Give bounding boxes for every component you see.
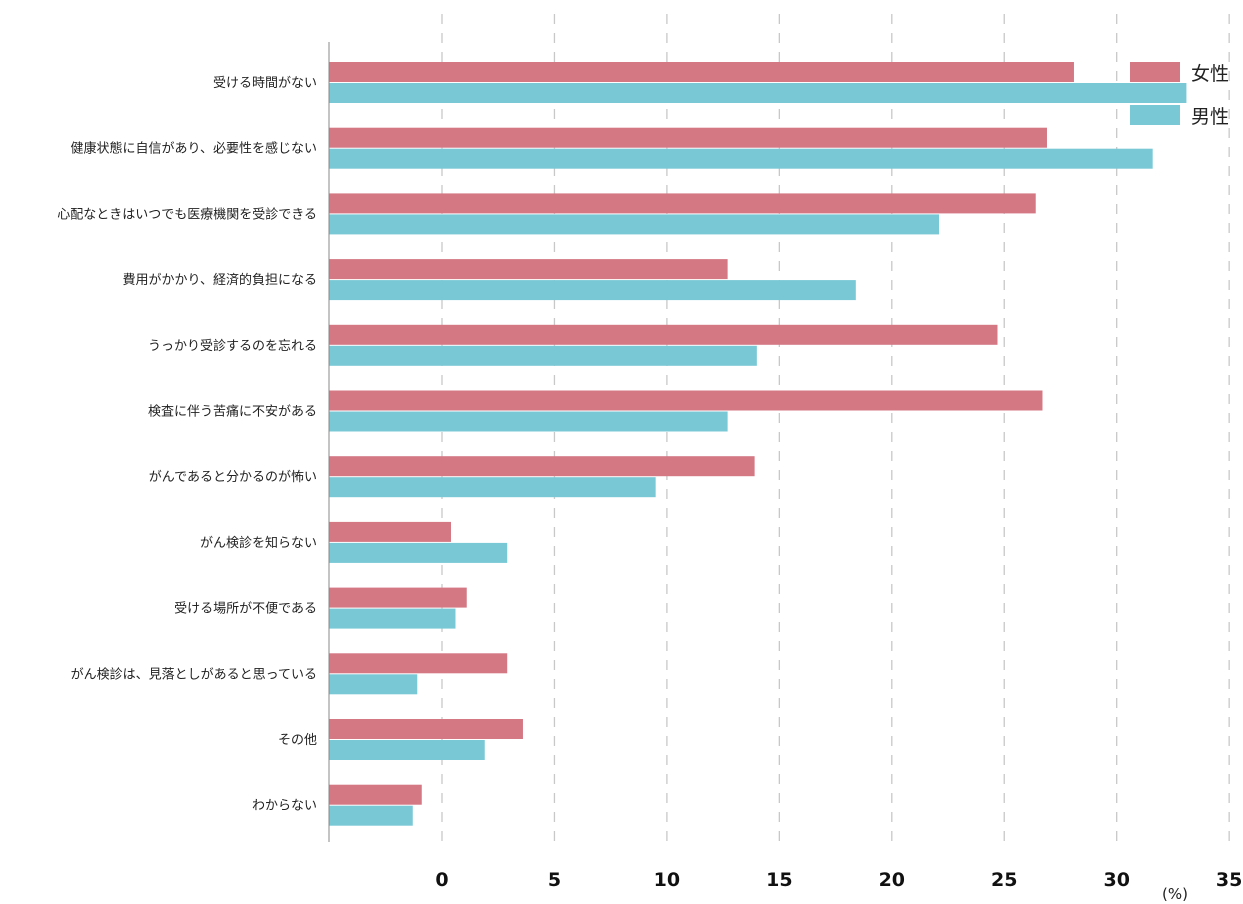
x-tick-label: 5 — [548, 869, 561, 891]
x-axis-ticks: 0 5 10 15 20 25 30 35 — [435, 869, 1242, 891]
bar-female — [329, 259, 728, 280]
bar-female — [329, 784, 422, 805]
x-tick-label: 30 — [1103, 869, 1129, 891]
x-tick-label: 25 — [991, 869, 1017, 891]
x-tick-label: 10 — [654, 869, 680, 891]
bar-female — [329, 587, 467, 608]
x-tick-label: 15 — [766, 869, 792, 891]
category-label: 健康状態に自信があり、必要性を感じない — [71, 141, 317, 157]
bar-male — [329, 280, 856, 301]
legend-swatch-male — [1130, 105, 1180, 125]
x-tick-label: 0 — [435, 869, 448, 891]
bar-male — [329, 477, 656, 498]
bars — [329, 62, 1187, 826]
unit-label: (%) — [1162, 885, 1188, 903]
bar-female — [329, 324, 998, 345]
bar-male — [329, 608, 456, 629]
bar-male — [329, 148, 1153, 169]
bar-male — [329, 214, 940, 235]
category-labels: 受ける時間がない健康状態に自信があり、必要性を感じない心配なときはいつでも医療機… — [57, 76, 317, 814]
category-label: その他 — [278, 733, 317, 748]
legend-label-female: 女性 — [1191, 63, 1229, 85]
bar-male — [329, 740, 485, 760]
bar-female — [329, 521, 451, 542]
bar-male — [329, 411, 728, 432]
category-label: 受ける時間がない — [213, 76, 317, 91]
bar-female — [329, 653, 508, 674]
category-label: 心配なときはいつでも医療機関を受診できる — [57, 206, 317, 222]
category-label: 検査に伴う苦痛に不安がある — [148, 404, 317, 420]
x-tick-label: 35 — [1216, 869, 1242, 891]
category-label: がん検診を知らない — [200, 535, 317, 551]
legend-label-male: 男性 — [1191, 106, 1229, 128]
bar-male — [329, 805, 413, 826]
bar-female — [329, 390, 1043, 411]
bar-male — [329, 345, 757, 366]
bar-male — [329, 674, 418, 695]
bar-female — [329, 193, 1036, 214]
category-label: 費用がかかり、経済的負担になる — [123, 272, 317, 288]
legend-swatch-female — [1130, 62, 1180, 82]
category-label: 受ける場所が不便である — [174, 602, 317, 617]
bar-female — [329, 456, 755, 477]
x-tick-label: 20 — [879, 869, 905, 891]
category-label: がん検診は、見落としがあると思っている — [71, 666, 317, 682]
category-label: わからない — [252, 799, 317, 814]
category-label: うっかり受診するのを忘れる — [148, 338, 317, 354]
bar-male — [329, 542, 508, 563]
category-label: がんであると分かるのが怖い — [149, 469, 317, 485]
bar-female — [329, 719, 523, 739]
bar-male — [329, 83, 1187, 103]
bar-female — [329, 127, 1047, 148]
bar-female — [329, 62, 1074, 82]
